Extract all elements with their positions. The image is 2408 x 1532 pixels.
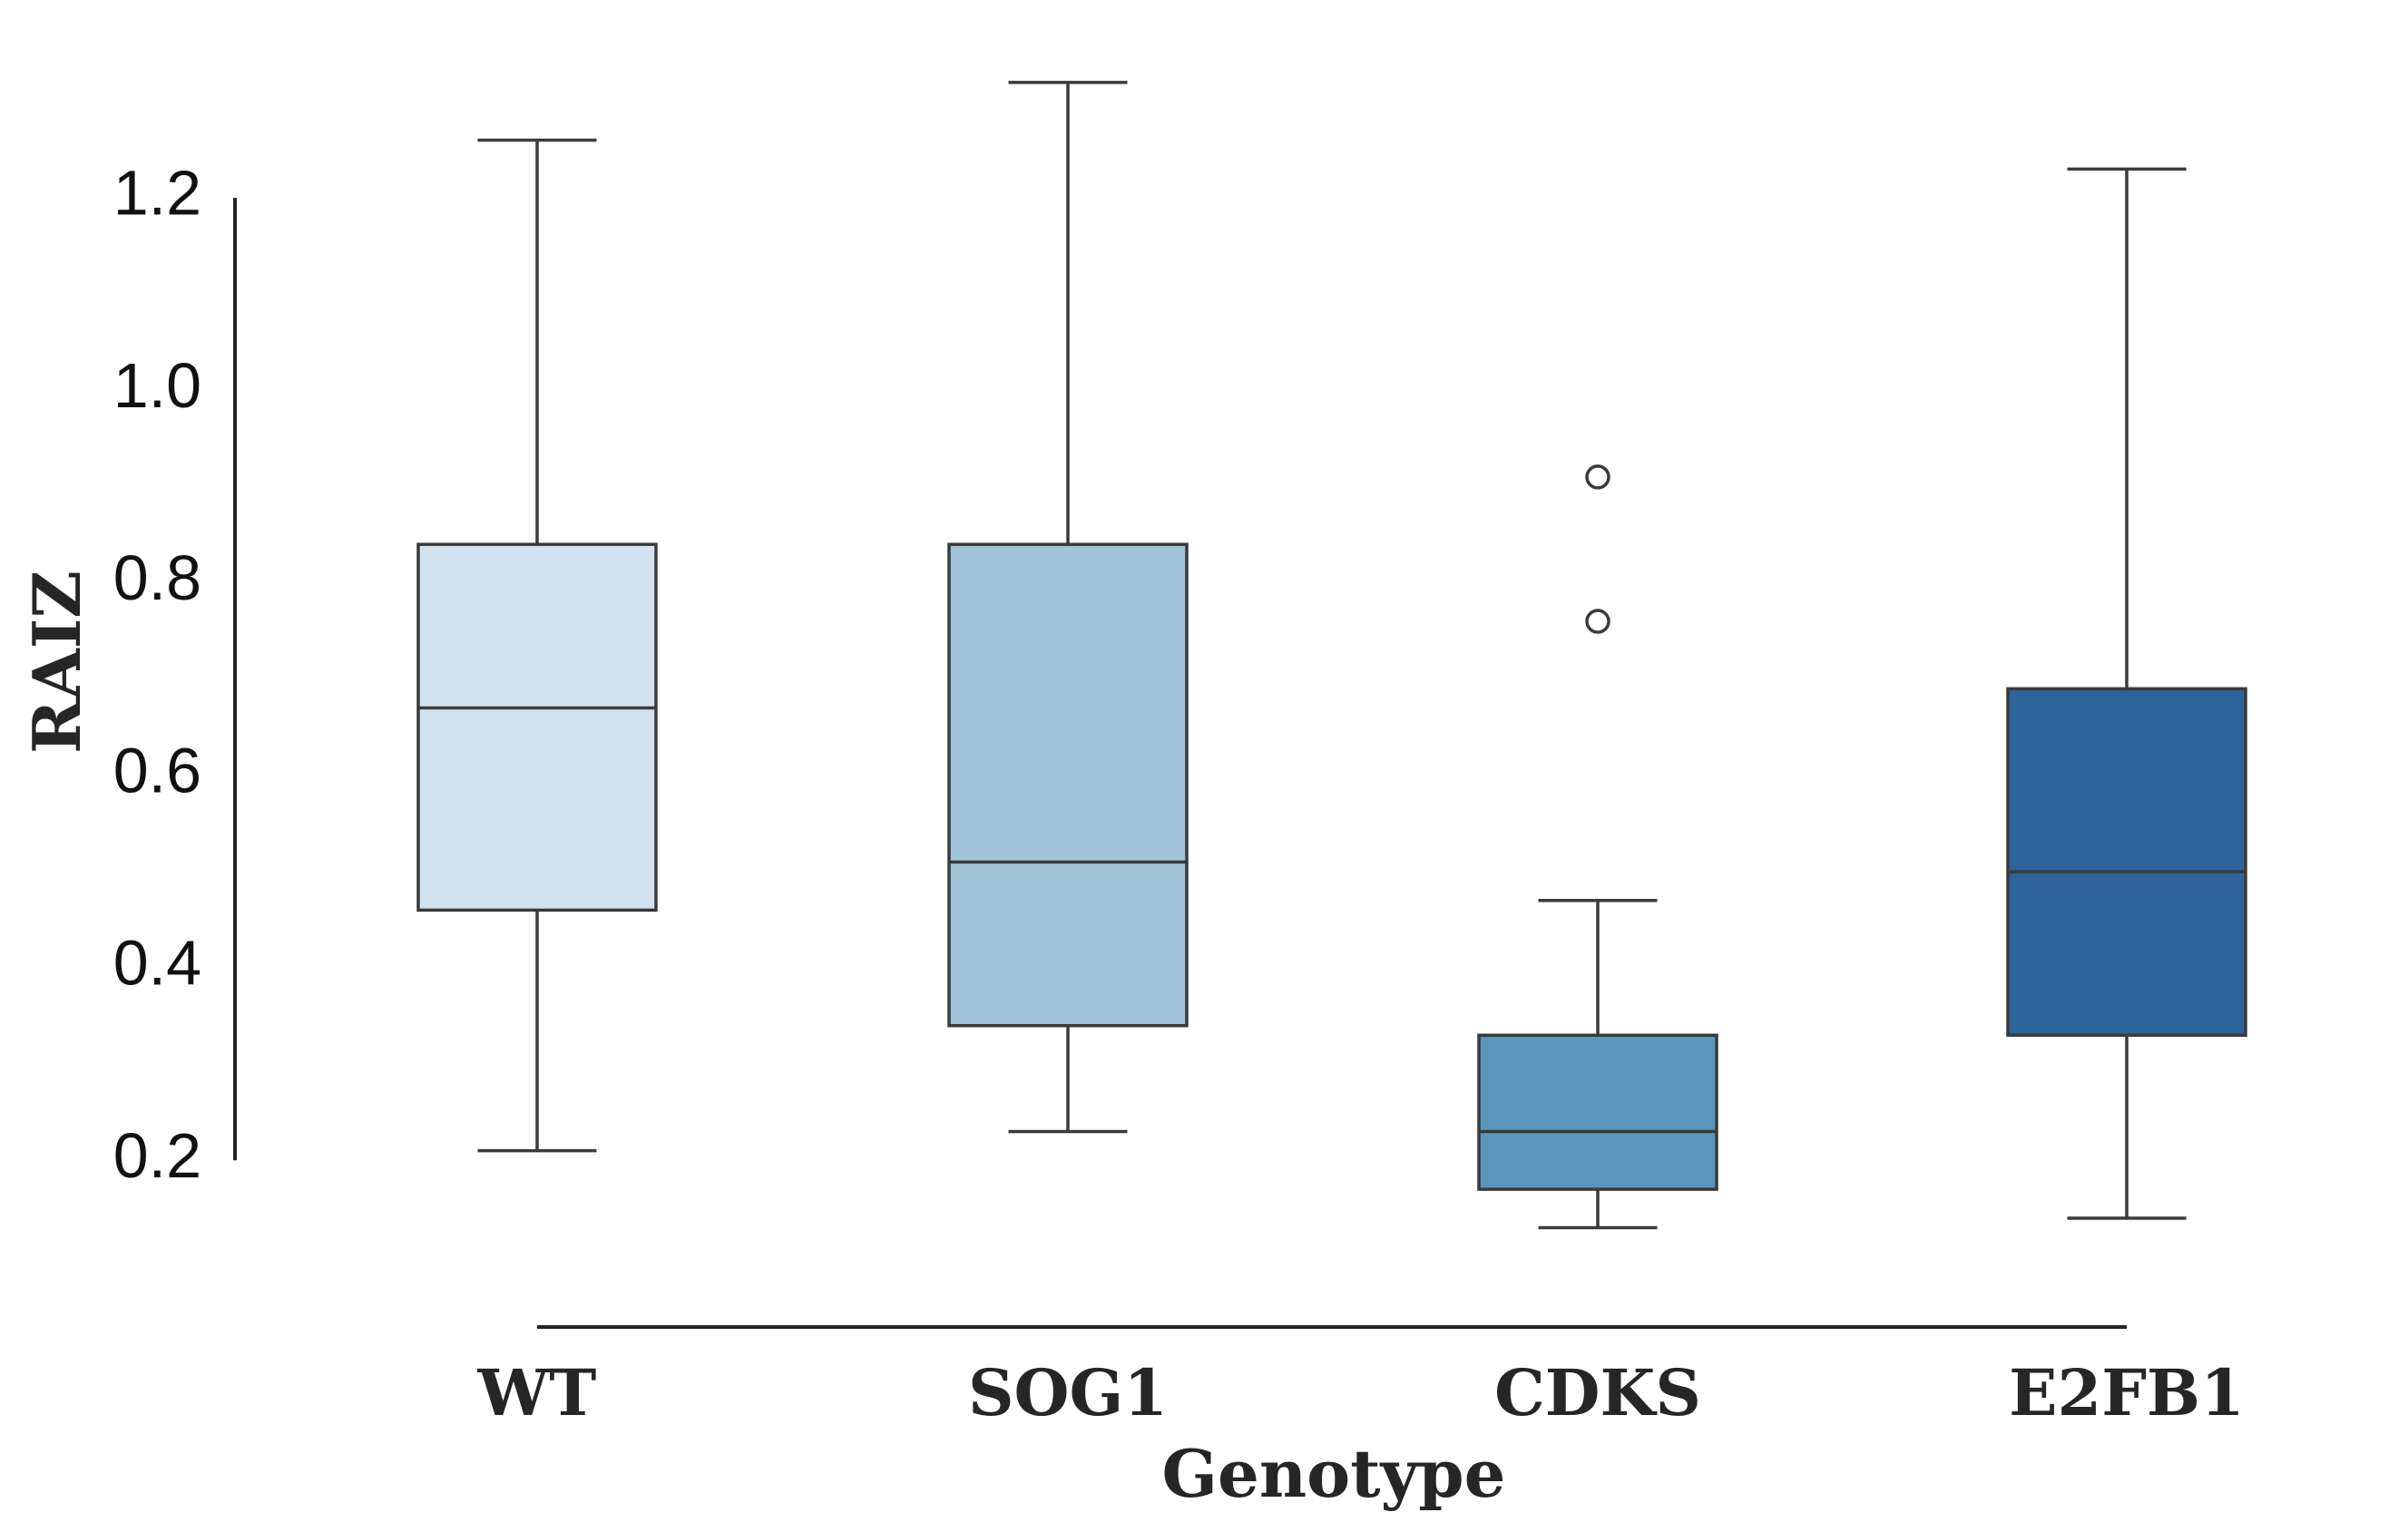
y-tick-label: 0.2 xyxy=(113,1120,201,1191)
y-tick-label: 0.4 xyxy=(113,928,201,999)
box xyxy=(1477,1033,1718,1191)
x-axis-label: Genotype xyxy=(1162,1435,1506,1512)
outlier xyxy=(1585,464,1610,490)
y-tick-label: 0.8 xyxy=(113,542,201,613)
outlier xyxy=(1585,609,1610,634)
x-tick-label: SOG1 xyxy=(968,1355,1168,1430)
box xyxy=(2006,687,2247,1038)
y-tick-label: 1.0 xyxy=(113,350,201,421)
y-tick-label: 0.6 xyxy=(113,735,201,805)
x-tick-label: E2FB1 xyxy=(2009,1355,2245,1430)
y-axis-label: RAIZ xyxy=(18,571,95,754)
x-tick-label: CDKS xyxy=(1494,1355,1701,1430)
box xyxy=(416,542,658,912)
box xyxy=(947,542,1189,1028)
x-tick-label: WT xyxy=(477,1355,597,1430)
y-tick-label: 1.2 xyxy=(113,158,201,229)
